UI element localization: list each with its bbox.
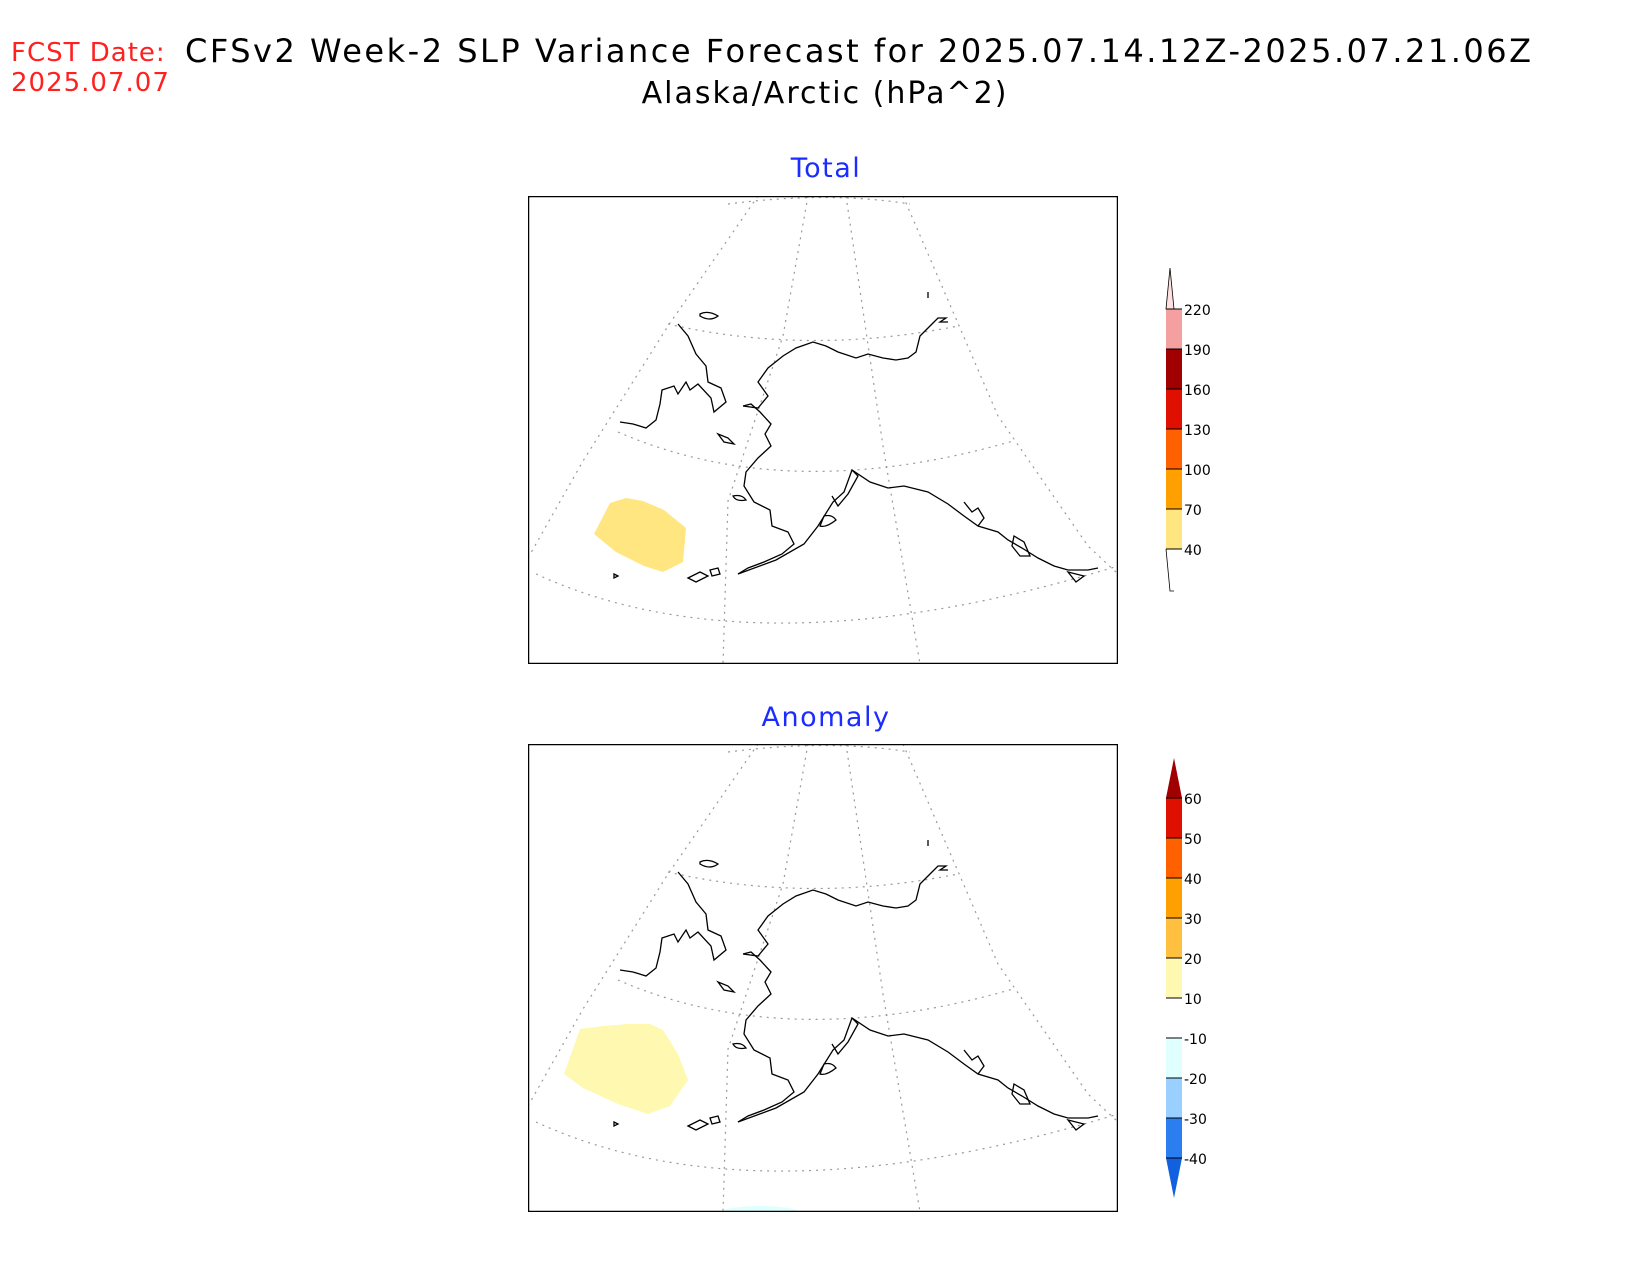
colorbar-total-label: 190 [1184,343,1211,359]
colorbar-anomaly-bottom-triangle [1166,1158,1182,1198]
colorbar-total-bin-130-160 [1166,389,1182,429]
colorbar-anomaly-label: 60 [1184,792,1202,808]
variance-region-anomaly [564,1024,688,1114]
colorbar-anomaly-bin-20-30 [1166,918,1182,958]
colorbar-total-bottom-triangle [1165,548,1174,592]
colorbar-anomaly-label: -10 [1184,1032,1207,1048]
coastline-total [613,292,1099,583]
forecast-date-block: FCST Date: 2025.07.07 [11,38,170,98]
fcst-date-label: FCST Date: [11,38,166,68]
colorbar-total-bin-70-100 [1166,469,1182,509]
variance-region-total [594,498,686,572]
map-panel-total [528,196,1118,664]
colorbar-anomaly-label: 20 [1184,952,1202,968]
page-subtitle: Alaska/Arctic (hPa^2) [641,76,1009,111]
colorbar-anomaly-bin-neg10-10 [1166,998,1182,1038]
colorbar-anomaly-top-triangle [1166,758,1182,798]
colorbar-total-label: 130 [1184,423,1211,439]
panel-title-anomaly: Anomaly [761,702,891,733]
colorbar-anomaly: 60 50 40 30 20 10 -10 -20 -30 -40 [1166,758,1207,1198]
colorbar-total-label: 40 [1184,543,1202,559]
colorbar-total-label: 220 [1184,303,1211,319]
graticule-anomaly [528,744,1118,1212]
map-panel-anomaly [528,744,1118,1212]
colorbar-total-bin-100-130 [1166,429,1182,469]
colorbar-anomaly-bin-neg30-neg20 [1166,1078,1182,1118]
colorbar-anomaly-bin-30-40 [1166,878,1182,918]
colorbar-anomaly-label: 50 [1184,832,1202,848]
colorbar-anomaly-label: 40 [1184,872,1202,888]
colorbar-anomaly-label: -30 [1184,1112,1207,1128]
colorbar-total-top-triangle [1165,267,1175,310]
colorbar-anomaly-bin-50-60 [1166,798,1182,838]
colorbar-total-bin-160-190 [1166,349,1182,389]
colorbar-total-label: 100 [1184,463,1211,479]
colorbar-anomaly-label: 30 [1184,912,1202,928]
colorbar-total-bin-190-220 [1166,309,1182,349]
colorbar-total-label: 160 [1184,383,1211,399]
colorbar-anomaly-label: 10 [1184,992,1202,1008]
colorbar-total: 220 190 160 130 100 70 40 [1165,267,1211,592]
colorbar-anomaly-bin-40-50 [1166,838,1182,878]
negative-anomaly-patch [722,1206,798,1212]
panel-title-total: Total [790,153,862,184]
colorbar-total-label: 70 [1184,503,1202,519]
colorbar-anomaly-label: -40 [1184,1152,1207,1168]
coastline-anomaly [613,840,1099,1131]
colorbar-anomaly-bin-10-20 [1166,958,1182,998]
colorbar-total-bin-40-70 [1166,509,1182,549]
page-title: CFSv2 Week-2 SLP Variance Forecast for 2… [185,32,1534,70]
colorbar-anomaly-bin-neg20-neg10 [1166,1038,1182,1078]
colorbar-anomaly-bin-neg40-neg30 [1166,1118,1182,1158]
graticule-total [528,196,1118,664]
colorbar-anomaly-label: -20 [1184,1072,1207,1088]
fcst-date-value: 2025.07.07 [11,68,170,98]
